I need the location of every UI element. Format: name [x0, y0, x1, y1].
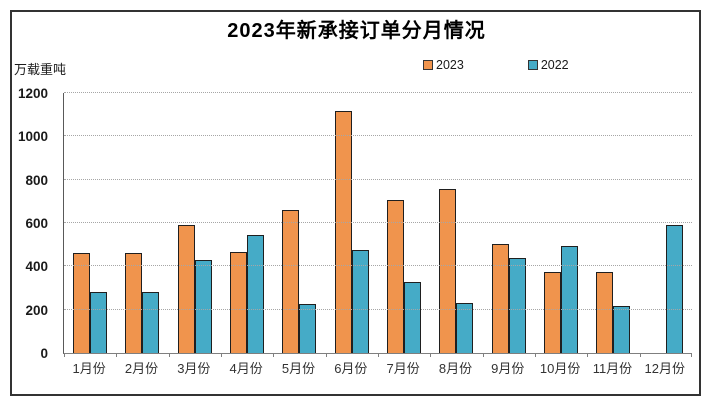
bar-2023-2月份	[125, 252, 143, 353]
bars-layer	[64, 93, 692, 353]
x-axis-label-4月份: 4月份	[229, 361, 263, 376]
bar-2022-6月份	[351, 250, 369, 353]
x-axis-tick	[639, 353, 641, 357]
bar-2023-1月份	[73, 253, 91, 353]
bar-group-1月份	[64, 93, 116, 353]
bar-2022-11月份	[613, 306, 631, 353]
chart-title: 2023年新承接订单分月情况	[227, 20, 486, 42]
gridline-800	[64, 178, 692, 180]
bar-group-2月份	[116, 93, 168, 353]
x-axis-tick	[378, 353, 379, 357]
bar-2022-3月份	[194, 260, 212, 353]
x-axis-label-12月份: 12月份	[644, 361, 685, 376]
bar-2023-3月份	[177, 224, 195, 353]
bar-group-5月份	[273, 93, 325, 353]
gridline-600	[64, 222, 692, 223]
legend-swatch-2022	[527, 60, 538, 70]
x-axis-tick	[168, 353, 170, 357]
bar-2022-5月份	[299, 303, 317, 353]
x-axis-tick	[482, 353, 484, 357]
gridline-1200	[64, 92, 692, 93]
bar-2022-9月份	[508, 258, 526, 353]
bar-2022-1月份	[90, 291, 108, 353]
x-axis-label-11月份: 11月份	[592, 361, 633, 376]
bar-2023-5月份	[282, 210, 300, 353]
bar-group-7月份	[378, 93, 430, 353]
x-axis-tick	[587, 353, 589, 357]
legend-label: 2022	[540, 58, 569, 72]
legend-label: 2023	[436, 58, 464, 72]
gridline-1000	[64, 135, 692, 137]
bar-group-9月份	[483, 93, 535, 353]
x-axis-label-6月份: 6月份	[334, 361, 368, 376]
bar-2023-6月份	[334, 110, 352, 353]
x-axis-tick	[273, 353, 275, 357]
bar-group-12月份	[640, 93, 692, 353]
legend: 2023 2022	[423, 58, 569, 72]
bar-group-10月份	[535, 93, 587, 353]
bar-group-6月份	[326, 93, 378, 353]
y-tick-label-400: 400	[25, 259, 48, 275]
bar-group-8月份	[430, 93, 482, 353]
bar-2022-10月份	[561, 246, 579, 353]
bar-2023-11月份	[596, 271, 614, 353]
plot-area	[63, 92, 692, 357]
bar-2022-2月份	[142, 292, 160, 353]
x-axis-labels: 1月份 2月份 3月份 4月份 5月份 6月份 7月份 8月份 9月份 10月份 11月份 12月份	[63, 358, 691, 377]
x-axis-label-2月份: 2月份	[124, 361, 159, 376]
bar-2023-8月份	[439, 189, 457, 353]
bar-2023-4月份	[230, 252, 248, 353]
x-axis-tick	[325, 353, 327, 357]
bar-2022-12月份	[665, 224, 683, 353]
bar-group-3月份	[169, 93, 221, 353]
x-axis-label-5月份: 5月份	[281, 361, 316, 376]
x-axis-label-9月份: 9月份	[491, 361, 525, 376]
y-unit-label: 万载重吨	[14, 62, 67, 77]
bar-2022-7月份	[404, 281, 422, 353]
y-tick-label-1000: 1000	[17, 129, 48, 145]
gridline-400	[64, 265, 692, 267]
bar-2022-8月份	[456, 302, 474, 353]
bar-2022-4月份	[247, 234, 265, 353]
y-tick-label-0: 0	[40, 346, 48, 361]
x-axis-tick	[221, 353, 222, 357]
x-axis-label-8月份: 8月份	[438, 361, 473, 376]
y-tick-label-800: 800	[25, 172, 48, 188]
legend-item-2022: 2022	[527, 58, 569, 72]
legend-swatch-2023	[423, 60, 433, 70]
x-axis-label-7月份: 7月份	[386, 361, 420, 376]
x-axis-tick	[116, 353, 118, 357]
x-axis-tick	[691, 353, 692, 357]
bar-group-4月份	[221, 93, 273, 353]
bar-2023-10月份	[544, 272, 562, 353]
x-axis-tick	[535, 353, 536, 357]
y-axis-labels: 0 200 400 600 800 1000 1200	[0, 86, 56, 361]
x-axis-tick	[430, 353, 432, 357]
gridline-200	[64, 308, 692, 310]
bar-2023-7月份	[387, 199, 405, 353]
y-tick-label-200: 200	[25, 302, 48, 318]
x-axis-label-1月份: 1月份	[72, 361, 106, 376]
bar-2023-9月份	[491, 244, 509, 353]
x-axis-tick	[64, 353, 65, 357]
y-tick-label-1200: 1200	[17, 86, 48, 101]
x-axis-label-3月份: 3月份	[177, 361, 211, 376]
bar-group-11月份	[587, 93, 639, 353]
x-axis-label-10月份: 10月份	[539, 361, 581, 376]
legend-item-2023: 2023	[423, 58, 464, 72]
y-tick-label-600: 600	[25, 216, 48, 231]
